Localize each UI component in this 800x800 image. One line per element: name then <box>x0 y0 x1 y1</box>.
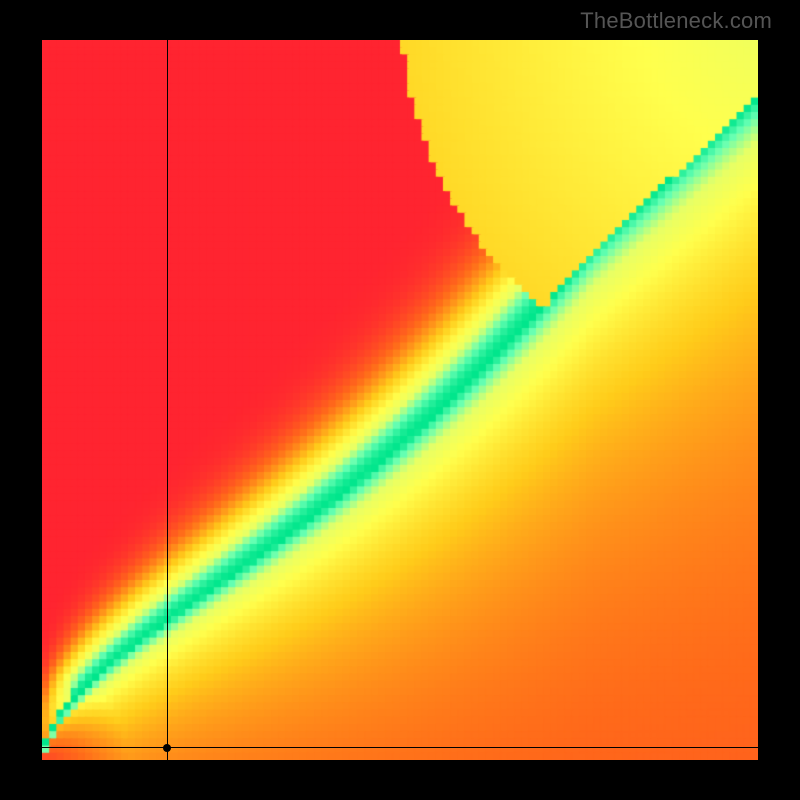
chart-container: { "watermark": { "text": "TheBottleneck.… <box>0 0 800 800</box>
bottleneck-heatmap <box>42 40 758 760</box>
crosshair-vertical-line <box>167 40 168 760</box>
watermark-text: TheBottleneck.com <box>580 8 772 34</box>
crosshair-horizontal-line <box>42 747 758 748</box>
